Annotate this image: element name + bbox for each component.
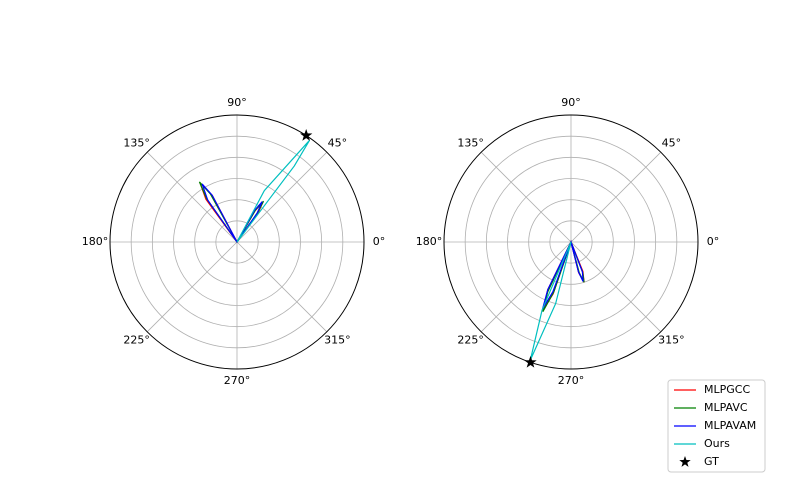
theta-tick-label: 315°: [324, 333, 351, 346]
theta-grid: [236, 151, 328, 243]
theta-grid: [480, 241, 572, 333]
theta-grid: [480, 151, 572, 243]
theta-tick-label: 45°: [662, 137, 682, 150]
theta-tick-label: 90°: [561, 96, 581, 109]
theta-grid: [570, 151, 662, 243]
theta-tick-label: 0°: [707, 235, 720, 248]
theta-tick-label: 225°: [123, 333, 150, 346]
theta-tick-label: 270°: [224, 374, 251, 387]
theta-tick-label: 90°: [227, 96, 247, 109]
theta-tick-label: 225°: [457, 333, 484, 346]
legend-label: MLPAVC: [704, 401, 748, 414]
theta-tick-label: 45°: [328, 137, 348, 150]
legend-label: GT: [704, 455, 719, 468]
theta-tick-label: 180°: [416, 235, 443, 248]
theta-grid: [146, 241, 238, 333]
theta-tick-label: 0°: [373, 235, 386, 248]
theta-tick-label: 135°: [457, 137, 484, 150]
legend-box: [667, 379, 766, 473]
theta-tick-label: 135°: [123, 137, 150, 150]
theta-grid: [570, 241, 662, 333]
legend-label: MLPGCC: [704, 383, 750, 396]
legend-marker: [679, 456, 691, 467]
theta-tick-label: 180°: [82, 235, 109, 248]
theta-tick-label: 315°: [658, 333, 685, 346]
theta-tick-label: 270°: [558, 374, 585, 387]
legend: MLPGCC MLPAVC MLPAVAM Ours GT: [667, 379, 766, 473]
legend-label: MLPAVAM: [704, 419, 756, 432]
theta-grid: [146, 151, 238, 243]
gt-marker: [299, 128, 313, 141]
theta-grid: [236, 241, 328, 333]
polar-spine: [109, 114, 365, 370]
legend-label: Ours: [704, 437, 730, 450]
series-line: [542, 239, 585, 312]
series-line: [201, 183, 263, 244]
gt-marker: [524, 355, 537, 368]
polar-spine: [443, 114, 699, 370]
